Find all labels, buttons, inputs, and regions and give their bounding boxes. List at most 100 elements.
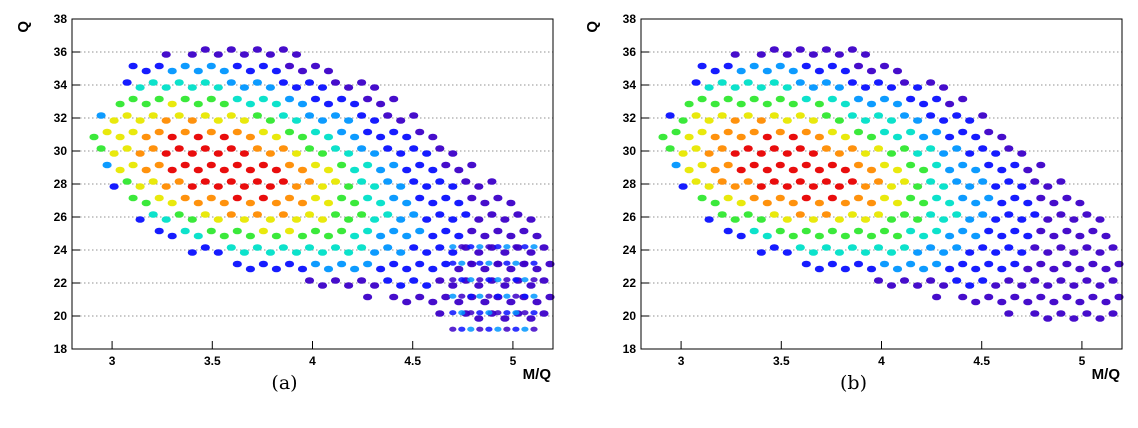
y-tick-label: 36 [623,45,637,59]
heatmap-cell [886,249,897,256]
heatmap-cell [879,161,890,169]
heatmap-cell [736,199,746,207]
heatmap-cell [409,178,419,185]
heatmap-cell [96,112,106,119]
heatmap-cell [494,277,502,283]
heatmap-cell [402,298,412,306]
heatmap-cell [389,260,399,268]
heatmap-cell [1010,194,1020,202]
heatmap-cell [506,199,516,207]
heatmap-cell [860,51,871,58]
heatmap-cell [461,178,471,185]
heatmap-cell [252,112,262,119]
heatmap-cell [808,150,818,157]
heatmap-cell [873,79,884,86]
heatmap-cell [1108,277,1118,284]
heatmap-cell [1062,293,1072,301]
heatmap-cell [415,161,425,169]
heatmap-cell [762,133,772,141]
heatmap-cell [521,326,529,332]
heatmap-cell [519,227,529,235]
heatmap-cell [932,95,942,103]
heatmap-cells [89,46,555,332]
heatmap-cell [1049,199,1059,207]
heatmap-cell [458,326,466,332]
heatmap-cell [161,51,171,58]
heatmap-cell [762,67,772,75]
heatmap-cell [174,79,184,86]
heatmap-cell [485,277,493,283]
heatmap-cell [383,112,393,119]
heatmap-cell [743,112,753,119]
heatmap-cell [952,211,962,218]
heatmap-cell [795,244,805,251]
heatmap-cell [1114,260,1124,268]
heatmap-cell [512,293,520,299]
heatmap-cell [866,199,877,207]
heatmap-cell [749,128,759,136]
heatmap-cell [814,133,824,141]
heatmap-cell [363,293,373,301]
heatmap-cell [782,216,792,223]
heatmap-cell [697,161,707,169]
heatmap-cell [448,282,458,289]
heatmap-cell [521,293,529,299]
heatmap-cell [788,133,798,141]
heatmap-cell [782,150,792,157]
heatmap-cell [952,112,962,119]
heatmap-cell [89,133,99,141]
heatmap-cell [284,161,295,169]
heatmap-cell [422,150,432,157]
heatmap-cell [493,227,503,235]
heatmap-cell [691,112,701,119]
heatmap-cell [154,227,164,235]
heatmap-cell [782,51,792,58]
heatmap-cell [467,326,475,332]
heatmap-cell [526,216,536,223]
heatmap-cell [291,216,302,223]
heatmap-cell [454,265,464,273]
heatmap-cell [200,79,210,86]
panel-b: 18 20 22 24 26 28 30 32 34 36 38 3 3.5 4 4.5 5 M/Q Q (b) [569,0,1138,428]
heatmap-cell [853,227,864,235]
heatmap-cell [814,232,824,240]
heatmap-cell [485,293,493,299]
heatmap-cell [530,260,538,266]
heatmap-cell [344,216,354,223]
heatmap-cell [775,194,785,202]
heatmap-cell [1030,277,1040,284]
heatmap-cell [913,150,923,157]
heatmap-cell [801,260,811,268]
heatmap-cell [389,194,399,202]
heatmap-cell [487,211,497,218]
heatmap-cell [271,67,281,75]
heatmap-cell [323,166,334,174]
heatmap-cell [449,244,457,250]
heatmap-cell [174,112,184,119]
heatmap-cell [284,194,295,202]
heatmap-cell [304,178,315,185]
heatmap-cell [756,51,766,58]
heatmap-cell [232,260,242,268]
heatmap-cell [821,178,831,185]
heatmap-cell [102,161,112,169]
heatmap-cell [1069,282,1079,289]
x-axis-label: M/Q [523,366,552,383]
heatmap-cell [350,133,360,141]
x-tick-label: 4 [878,354,885,368]
heatmap-cell [1056,211,1066,218]
heatmap-cell [193,232,203,240]
heatmap-cell [678,183,688,190]
y-tick-label: 24 [54,243,68,257]
heatmap-cell [886,150,897,157]
heatmap-cell [775,227,785,235]
x-tick-label: 5 [1079,354,1086,368]
heatmap-cell [512,277,520,283]
heatmap-cell [913,183,923,190]
heatmap-cell [226,46,236,53]
heatmap-cell [154,95,164,103]
y-tick-label: 24 [623,243,637,257]
heatmap-cell [458,244,466,250]
heatmap-cell [821,145,831,152]
heatmap-cell [109,117,119,124]
